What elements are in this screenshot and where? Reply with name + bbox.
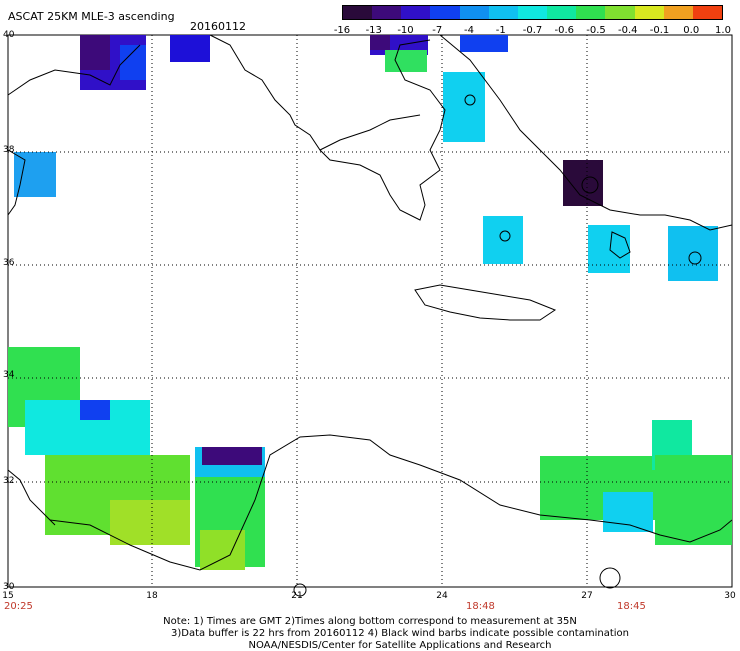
colorbar-segment xyxy=(488,6,518,19)
graticule xyxy=(8,35,732,587)
colorbar-tick-label: -1 xyxy=(495,25,506,36)
map-date: 20160112 xyxy=(190,20,246,33)
swath-cell xyxy=(14,152,56,197)
colorbar-segment xyxy=(430,6,460,19)
swath-cell xyxy=(588,225,630,273)
lat-label: 40 xyxy=(3,30,15,40)
swath-cell xyxy=(200,530,245,570)
swath-cell xyxy=(170,35,210,62)
colorbar-tick-label: -16 xyxy=(333,25,351,36)
swath-cell xyxy=(120,45,146,80)
pass-time-label: 18:48 xyxy=(466,601,495,612)
colorbar-labels: -16 -13 -10 -7 -4 -1 -0.7 -0.6 -0.5 -0.4 -0.1 0.0 1.… xyxy=(334,25,731,37)
note-line-3: NOAA/NESDIS/Center for Satellite Applica… xyxy=(248,640,552,651)
swath-cell xyxy=(483,216,523,264)
colorbar-segment xyxy=(692,6,723,19)
swath-cell xyxy=(603,492,653,532)
swath-cell xyxy=(80,400,110,420)
colorbar-segment xyxy=(343,6,373,19)
colorbar-tick-label: 1.0 xyxy=(715,25,731,36)
lon-label: 21 xyxy=(291,591,303,601)
lat-label: 32 xyxy=(3,476,15,486)
swath-cell xyxy=(443,72,485,142)
colorbar-segment xyxy=(517,6,548,19)
colorbar-segment xyxy=(663,6,693,19)
coastlines xyxy=(7,34,733,597)
colorbar-segment xyxy=(401,6,431,19)
swath-cell xyxy=(655,455,732,545)
colorbar-tick-label: 0.0 xyxy=(683,25,700,36)
colorbar-tick-label: -13 xyxy=(365,25,382,36)
colorbar-segment xyxy=(634,6,664,19)
map-title: ASCAT 25KM MLE-3 ascending xyxy=(8,10,175,23)
swath-cell xyxy=(563,160,603,206)
wind-swath-cells xyxy=(8,35,732,570)
colorbar-tick-label: -4 xyxy=(464,25,474,36)
swath-cell xyxy=(80,35,110,70)
colorbar-tick-label: -0.5 xyxy=(586,25,606,36)
colorbar-segment xyxy=(372,6,402,19)
pass-time-label: 20:25 xyxy=(4,601,33,612)
note-line-1: Note: 1) Times are GMT 2)Times along bot… xyxy=(163,616,577,627)
colorbar-tick-label: -10 xyxy=(397,25,414,36)
swath-cell xyxy=(202,447,262,465)
colorbar-segment xyxy=(576,6,606,19)
swath-cell xyxy=(668,226,718,281)
lat-label: 34 xyxy=(3,370,15,380)
lat-label: 38 xyxy=(3,145,15,155)
colorbar xyxy=(342,5,723,20)
swath-cell xyxy=(460,35,508,52)
swath-cell xyxy=(370,35,390,50)
swath-cell xyxy=(110,500,190,545)
lon-label: 27 xyxy=(581,591,593,601)
lat-label: 36 xyxy=(3,258,15,268)
colorbar-tick-label: -0.1 xyxy=(649,25,670,36)
note-line-2: 3)Data buffer is 22 hrs from 20160112 4)… xyxy=(171,628,629,639)
colorbar-tick-label: -0.7 xyxy=(522,25,543,36)
lon-label: 30 xyxy=(724,591,736,601)
pass-time-label: 18:45 xyxy=(617,601,646,612)
colorbar-tick-label: -0.6 xyxy=(554,25,575,36)
colorbar-tick-label: -7 xyxy=(432,25,443,36)
colorbar-segment xyxy=(605,6,635,19)
lon-label: 24 xyxy=(436,591,448,601)
lon-label: 18 xyxy=(146,591,158,601)
swath-cell xyxy=(385,50,427,72)
colorbar-tick-label: -0.4 xyxy=(617,25,638,36)
lat-label: 30 xyxy=(3,582,15,592)
colorbar-segment xyxy=(459,6,489,19)
colorbar-segment xyxy=(547,6,577,19)
lon-label: 15 xyxy=(2,591,14,601)
